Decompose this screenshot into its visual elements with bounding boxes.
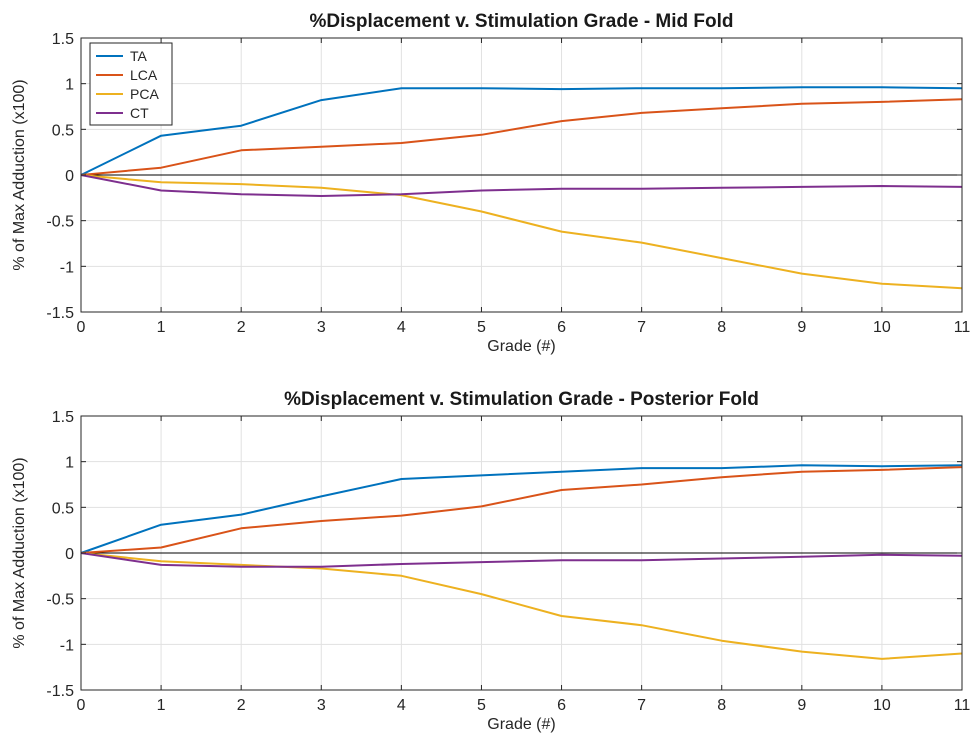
y-tick-label: -1.5 <box>46 305 74 322</box>
x-tick-label: 7 <box>637 697 646 714</box>
x-axis-label: Grade (#) <box>487 716 555 733</box>
x-axis-label: Grade (#) <box>487 338 555 355</box>
legend-label-lca: LCA <box>130 67 158 83</box>
y-tick-label: -1 <box>60 259 74 276</box>
y-axis-label: % of Max Adduction (x100) <box>11 79 28 270</box>
series-line-lca <box>80 466 963 554</box>
x-tick-label: 10 <box>873 697 891 714</box>
y-tick-label: -1.5 <box>46 683 74 700</box>
series-line-ct <box>80 174 963 197</box>
x-tick-label: 9 <box>797 697 806 714</box>
x-tick-label: 5 <box>477 697 486 714</box>
chart-title: %Displacement v. Stimulation Grade - Mid… <box>309 11 733 32</box>
x-tick-label: 6 <box>557 697 566 714</box>
y-tick-label: 1.5 <box>52 409 74 426</box>
chart-1: 0 1 2 3 4 5 6 7 8 9 10 11 -1.5 -1 -0.5 0 0.5 1 1.5 %Displac… <box>11 11 970 355</box>
x-tick-label: 9 <box>797 319 806 336</box>
x-tick-label: 6 <box>557 319 566 336</box>
x-tick-label: 11 <box>954 697 971 714</box>
chart-2: 0 1 2 3 4 5 6 7 8 9 10 11 -1.5 -1 -0.5 0 0.5 1 1.5 %Displac… <box>11 389 970 733</box>
legend-label-ct: CT <box>130 105 149 121</box>
y-axis-label: % of Max Adduction (x100) <box>11 457 28 648</box>
series-line-lca <box>80 98 963 176</box>
y-tick-label: -1 <box>60 637 74 654</box>
x-tick-label: 8 <box>717 697 726 714</box>
series-line-ct <box>80 552 963 568</box>
y-tick-label: 1 <box>65 455 74 472</box>
x-tick-label: 8 <box>717 319 726 336</box>
y-tick-label: 0.5 <box>52 122 74 139</box>
x-tick-label: 2 <box>237 697 246 714</box>
y-tick-label: 0.5 <box>52 500 74 517</box>
series-line-ta <box>80 464 963 554</box>
legend: TA LCA PCA CT <box>89 42 173 126</box>
y-tick-label: -0.5 <box>46 592 74 609</box>
x-tick-label: 10 <box>873 319 891 336</box>
series-line-ta <box>80 86 963 176</box>
y-tick-label: 0 <box>65 168 74 185</box>
legend-label-ta: TA <box>130 48 148 64</box>
x-tick-label: 2 <box>237 319 246 336</box>
y-tick-label: 0 <box>65 546 74 563</box>
y-tick-label: -0.5 <box>46 214 74 231</box>
y-tick-label: 1.5 <box>52 31 74 48</box>
chart-title: %Displacement v. Stimulation Grade - Pos… <box>284 389 759 410</box>
x-tick-label: 0 <box>77 319 86 336</box>
series-line-pca <box>80 552 963 660</box>
x-tick-label: 5 <box>477 319 486 336</box>
x-tick-label: 3 <box>317 319 326 336</box>
x-tick-label: 1 <box>157 697 166 714</box>
x-tick-label: 4 <box>397 319 406 336</box>
x-tick-label: 11 <box>954 319 971 336</box>
x-tick-label: 4 <box>397 697 406 714</box>
legend-label-pca: PCA <box>130 86 159 102</box>
series-line-pca <box>80 174 963 290</box>
x-tick-label: 3 <box>317 697 326 714</box>
y-tick-label: 1 <box>65 77 74 94</box>
x-tick-label: 1 <box>157 319 166 336</box>
x-tick-label: 7 <box>637 319 646 336</box>
x-tick-label: 0 <box>77 697 86 714</box>
